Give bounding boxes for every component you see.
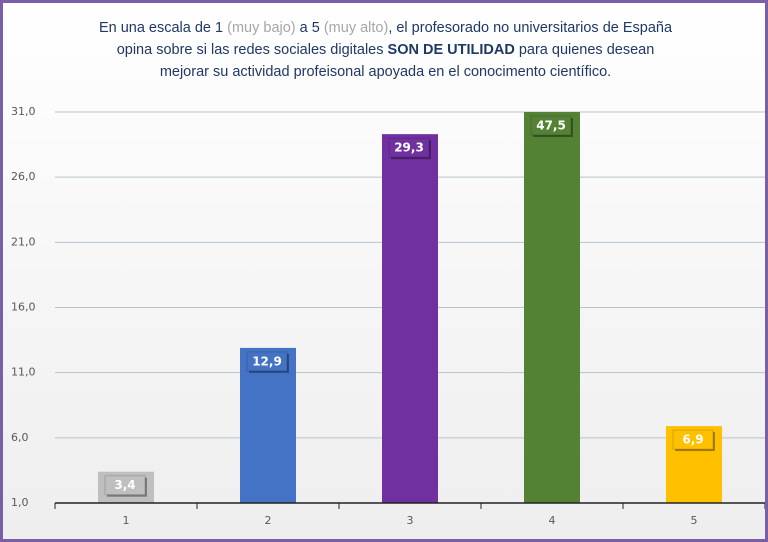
bar bbox=[240, 347, 296, 503]
x-tick-label: 1 bbox=[123, 514, 130, 527]
bar bbox=[382, 134, 438, 503]
title-segment: (muy bajo) bbox=[227, 20, 296, 36]
y-tick-label: 26,0 bbox=[11, 170, 36, 183]
y-tick-label: 6,0 bbox=[11, 431, 29, 444]
label-box bbox=[672, 429, 714, 450]
y-tick-label: 11,0 bbox=[11, 366, 36, 379]
x-tick-label: 2 bbox=[265, 514, 272, 527]
bar bbox=[524, 112, 580, 503]
value-label: 47,5 bbox=[536, 119, 566, 133]
title-segment: a 5 bbox=[295, 20, 324, 36]
chart: 1,0 6,0 11,0 16,0 21,0 26,0 31,0 1 3,4 2 12,9 3 29,3… bbox=[11, 105, 765, 527]
title-segment: para quienes desean mejorar su actividad… bbox=[159, 42, 655, 80]
value-label: 3,4 bbox=[114, 478, 135, 492]
value-label: 29,3 bbox=[394, 141, 424, 155]
label-box bbox=[104, 475, 146, 496]
x-tick-label: 3 bbox=[407, 514, 414, 527]
plot-area bbox=[98, 112, 722, 503]
x-tick-label: 5 bbox=[691, 514, 698, 527]
y-tick-label: 1,0 bbox=[11, 496, 29, 509]
value-label: 6,9 bbox=[682, 433, 703, 447]
title-segment: (muy alto) bbox=[323, 20, 389, 36]
title-segment: En una escala de 1 bbox=[98, 20, 228, 36]
title-segment: SON DE UTILIDAD bbox=[387, 42, 515, 58]
x-tick-label: 4 bbox=[549, 514, 556, 527]
chart-title: En una escala de 1 (muy bajo) a 5 (muy a… bbox=[98, 17, 673, 83]
y-tick-label: 16,0 bbox=[11, 301, 36, 314]
value-label: 12,9 bbox=[252, 354, 282, 368]
y-tick-label: 21,0 bbox=[11, 235, 36, 248]
title-segment: , el profesorado no universitarios de Es… bbox=[116, 20, 673, 58]
label-box bbox=[530, 115, 572, 136]
label-box bbox=[246, 351, 288, 372]
label-box bbox=[388, 137, 430, 158]
y-tick-label: 31,0 bbox=[11, 105, 36, 118]
